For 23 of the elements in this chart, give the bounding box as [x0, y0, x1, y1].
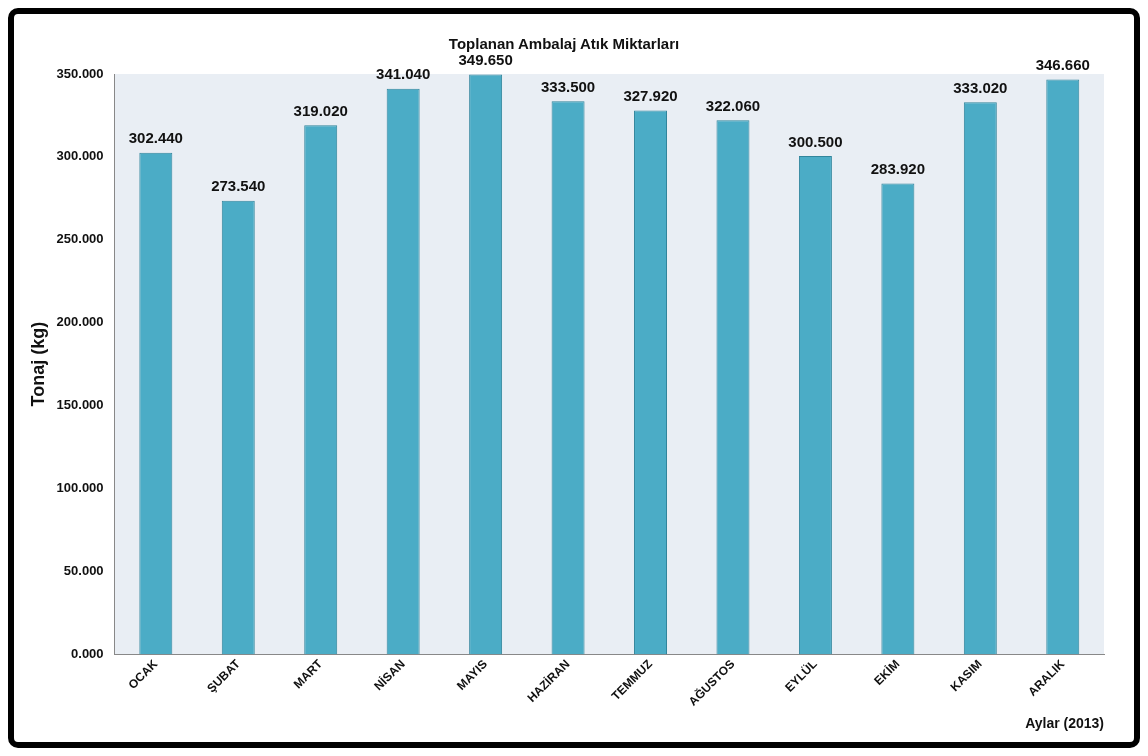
data-label: 302.440	[128, 129, 183, 147]
y-tick-label: 150.000	[56, 397, 104, 413]
y-tick-label: 200.000	[56, 314, 104, 330]
data-label: 349.650	[458, 51, 513, 69]
data-label: 346.660	[1035, 56, 1090, 74]
y-tick-label: 350.000	[56, 65, 104, 81]
y-tick-label: 100.000	[56, 480, 104, 496]
y-tick-label: 300.000	[56, 148, 104, 164]
y-tick-label: 0.000	[71, 645, 104, 661]
y-tick-label: 50.000	[63, 562, 104, 578]
data-label: 283.920	[870, 160, 925, 178]
x-axis-title: Aylar (2013)	[1025, 715, 1104, 732]
data-label: 300.500	[788, 132, 843, 150]
data-label: 333.020	[953, 78, 1008, 96]
data-label: 273.540	[211, 177, 266, 195]
y-tick-label: 250.000	[56, 231, 104, 247]
data-label: 327.920	[623, 87, 678, 105]
data-label: 333.500	[540, 77, 596, 95]
y-axis-title: Tonaj (kg)	[27, 321, 48, 407]
data-label: 341.040	[376, 65, 431, 83]
data-label: 319.020	[293, 102, 348, 119]
chart-title: Toplanan Ambalaj Atık Miktarları	[448, 35, 680, 53]
data-label: 322.060	[705, 96, 761, 114]
